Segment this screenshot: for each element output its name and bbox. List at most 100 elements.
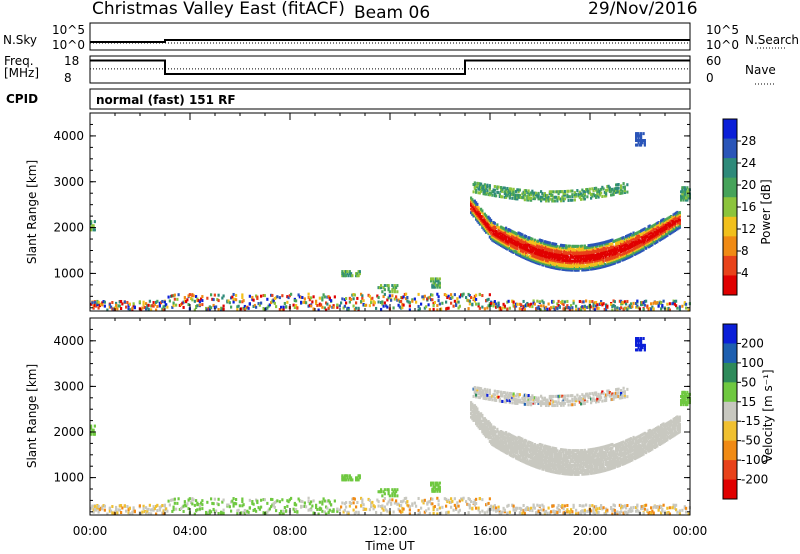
power-pixel xyxy=(638,235,641,239)
power-pixel xyxy=(436,304,439,308)
power-pixel xyxy=(668,302,671,306)
power-pixel xyxy=(557,263,560,267)
power-pixel xyxy=(536,256,539,260)
velocity-pixel xyxy=(101,505,104,509)
velocity-pixel xyxy=(556,449,559,453)
power-pixel xyxy=(496,230,499,234)
velocity-pixel xyxy=(495,439,498,443)
velocity-pixel xyxy=(201,499,204,503)
power-pixel xyxy=(497,240,500,244)
power-pixel xyxy=(637,243,640,247)
power-pixel xyxy=(546,240,549,244)
power-pixel xyxy=(650,242,653,246)
velocity-pixel xyxy=(283,506,286,510)
power-pixel xyxy=(665,220,668,224)
power-pixel xyxy=(551,242,554,246)
power-pixel xyxy=(656,229,659,233)
power-pixel xyxy=(501,189,504,193)
velocity-pixel xyxy=(533,444,536,448)
power-pixel xyxy=(655,240,658,244)
velocity-pixel xyxy=(473,405,476,409)
power-pixel xyxy=(486,226,489,230)
power-pixel xyxy=(608,239,611,243)
velocity-pixel xyxy=(527,444,530,448)
velocity-pixel xyxy=(480,425,483,429)
power-pixel xyxy=(583,264,586,268)
power-pixel xyxy=(650,236,653,240)
power-pixel xyxy=(128,302,131,306)
power-pixel xyxy=(472,199,475,203)
power-pixel xyxy=(511,246,514,250)
velocity-pixel xyxy=(492,443,495,447)
velocity-pixel xyxy=(500,439,503,443)
power-pixel xyxy=(641,228,644,232)
velocity-pixel xyxy=(543,444,546,448)
power-pixel xyxy=(483,227,486,231)
power-pixel xyxy=(516,197,519,201)
velocity-pixel xyxy=(512,447,515,451)
velocity-pixel xyxy=(470,402,473,406)
velocity-pixel xyxy=(547,465,550,469)
power-pixel xyxy=(132,302,135,306)
velocity-pixel xyxy=(350,478,353,482)
power-pixel xyxy=(567,306,570,310)
power-pixel xyxy=(530,198,533,202)
velocity-pixel xyxy=(245,510,248,514)
velocity-pixel xyxy=(320,507,323,511)
velocity-pixel xyxy=(525,459,528,463)
power-pixel xyxy=(96,302,99,306)
power-pixel xyxy=(667,223,670,227)
power-pixel xyxy=(515,233,518,237)
power-pixel xyxy=(612,250,615,254)
power-pixel xyxy=(500,243,503,247)
velocity-pixel xyxy=(532,462,535,466)
power-pixel xyxy=(552,199,555,203)
power-pixel xyxy=(502,227,505,231)
power-pixel xyxy=(642,244,645,248)
power-pixel xyxy=(666,230,669,234)
power-pixel xyxy=(382,295,385,299)
velocity-pixel xyxy=(171,509,174,513)
velocity-pixel xyxy=(477,418,480,422)
velocity-pixel xyxy=(681,401,684,405)
velocity-pixel xyxy=(533,461,536,465)
power-pixel xyxy=(521,307,524,311)
velocity-pixel xyxy=(486,425,489,429)
power-pixel xyxy=(497,235,500,239)
power-pixel xyxy=(590,305,593,309)
power-pixel xyxy=(172,294,175,298)
power-pixel xyxy=(547,195,550,199)
velocity-pixel xyxy=(241,497,244,501)
power-pixel xyxy=(572,265,575,269)
velocity-pixel xyxy=(575,454,578,458)
velocity-pixel xyxy=(146,510,149,514)
velocity-pixel xyxy=(187,498,190,502)
power-pixel xyxy=(488,230,491,234)
power-pixel xyxy=(620,302,623,306)
power-pixel xyxy=(545,264,548,268)
power-pixel xyxy=(562,193,565,197)
velocity-pixel xyxy=(555,460,558,464)
velocity-pixel xyxy=(557,465,560,469)
power-pixel xyxy=(643,240,646,244)
power-pixel xyxy=(487,222,490,226)
power-pixel xyxy=(551,258,554,262)
velocity-pixel xyxy=(548,449,551,453)
velocity-pixel xyxy=(201,503,204,507)
velocity-pixel xyxy=(561,503,564,507)
velocity-pixel xyxy=(478,427,481,431)
power-pixel xyxy=(527,196,530,200)
velocity-pixel xyxy=(162,512,165,516)
power-pixel xyxy=(343,270,346,274)
velocity-pixel xyxy=(286,504,289,508)
power-pixel xyxy=(393,288,396,292)
velocity-pixel xyxy=(498,436,501,440)
velocity-pixel xyxy=(516,506,519,510)
power-pixel xyxy=(275,305,278,309)
power-pixel xyxy=(557,259,560,263)
velocity-pixel xyxy=(531,458,534,462)
power-pixel xyxy=(506,194,509,198)
power-pixel xyxy=(493,221,496,225)
velocity-pixel xyxy=(488,436,491,440)
velocity-pixel xyxy=(522,451,525,455)
